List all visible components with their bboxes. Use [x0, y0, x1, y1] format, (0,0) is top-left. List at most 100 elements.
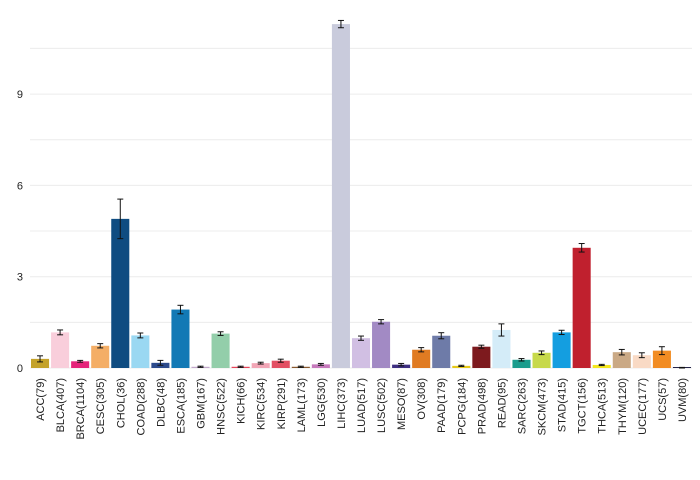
bar: [171, 309, 190, 368]
x-tick-label: SARC(263): [516, 378, 528, 434]
error-bar: [37, 355, 44, 363]
bar: [492, 329, 511, 368]
x-tick-label: STAD(415): [557, 378, 569, 432]
error-bar: [558, 329, 565, 336]
x-tick-label: PAAD(179): [436, 378, 448, 433]
error-bar: [197, 365, 204, 368]
x-tick-label: ACC(79): [35, 378, 47, 421]
bar: [572, 247, 591, 368]
x-tick-label: KICH(66): [236, 378, 248, 424]
x-tick-label: COAD(288): [135, 378, 147, 435]
x-tick-label: HNSC(522): [216, 378, 228, 435]
x-tick-label: PRAD(498): [476, 378, 488, 434]
bar: [652, 350, 671, 368]
bar: [632, 355, 651, 368]
x-tick-label: LUAD(517): [356, 378, 368, 433]
bar: [552, 332, 571, 368]
error-bar: [297, 365, 304, 368]
error-bar: [358, 335, 364, 341]
bar: [131, 335, 150, 368]
x-tick-label: CHOL(36): [115, 378, 127, 428]
y-tick-label: 9: [17, 89, 23, 101]
bar: [91, 345, 110, 368]
x-tick-label: LAML(173): [296, 378, 308, 432]
error-bar: [257, 361, 264, 365]
x-tick-label: KIRC(534): [256, 378, 268, 430]
x-tick-label: BLCA(407): [55, 378, 67, 432]
error-bar: [337, 19, 344, 29]
x-tick-label: READ(95): [496, 378, 508, 428]
x-tick-label: UCEC(177): [637, 378, 649, 435]
x-tick-label: UCS(57): [657, 378, 669, 421]
x-tick-label: LGG(530): [316, 378, 328, 427]
bar: [311, 364, 330, 368]
x-tick-label: THCA(513): [597, 378, 609, 434]
x-tick-label: OV(308): [416, 378, 428, 420]
error-bar: [438, 332, 445, 340]
error-bar: [237, 365, 244, 368]
bar: [111, 218, 130, 368]
error-bar: [177, 304, 184, 315]
error-bar: [157, 359, 164, 366]
error-bar: [117, 198, 124, 240]
y-axis-ticks: 0 3 6 9: [17, 89, 23, 375]
error-bar: [97, 343, 104, 349]
x-tick-label: TGCT(156): [577, 378, 589, 434]
error-bar: [57, 329, 64, 336]
error-bar: [458, 364, 465, 367]
bar: [331, 24, 350, 369]
y-tick-label: 6: [17, 180, 23, 192]
error-bar: [578, 243, 585, 253]
bar: [251, 363, 270, 368]
bars: [31, 24, 691, 369]
bar: [412, 349, 431, 368]
error-bar: [277, 358, 284, 363]
error-bar: [498, 323, 505, 337]
bar: [51, 332, 70, 368]
x-tick-label: SKCM(473): [537, 378, 549, 435]
x-tick-label: KIRP(291): [276, 378, 288, 429]
bar: [612, 352, 631, 368]
y-tick-label: 0: [17, 363, 23, 375]
x-tick-label: BRCA(1104): [75, 378, 87, 440]
error-bar: [678, 366, 685, 369]
bar: [372, 321, 391, 368]
error-bar: [317, 362, 324, 366]
error-bar: [398, 362, 405, 367]
x-axis-ticks: ACC(79) BLCA(407) BRCA(1104) CESC(305) CHOL(…: [35, 378, 689, 440]
error-bar: [217, 331, 224, 336]
error-bar: [598, 363, 605, 367]
x-tick-label: UVM(80): [677, 378, 689, 422]
error-bar: [77, 359, 84, 363]
x-tick-label: CESC(305): [95, 378, 107, 434]
x-tick-label: LUSC(502): [376, 378, 388, 433]
bar: [351, 338, 371, 368]
error-bar: [518, 358, 525, 362]
error-bars: [37, 19, 685, 369]
x-tick-label: PCPG(184): [456, 378, 468, 435]
bar: [472, 346, 491, 368]
x-tick-label: THYM(120): [617, 378, 629, 435]
y-tick-label: 3: [17, 272, 23, 284]
x-tick-label: ESCA(185): [175, 378, 187, 434]
x-tick-label: LIHC(373): [336, 378, 348, 429]
bar: [432, 335, 451, 368]
bar: [271, 360, 290, 368]
bar: [532, 352, 551, 368]
x-tick-label: MESO(87): [396, 378, 408, 430]
error-bar: [638, 352, 645, 359]
error-bar: [378, 319, 385, 325]
error-bar: [418, 347, 425, 353]
bar: [71, 361, 90, 368]
error-bar: [538, 350, 545, 356]
bar: [211, 333, 230, 368]
error-bar: [618, 348, 625, 356]
error-bar: [658, 346, 665, 356]
bar: [592, 364, 611, 368]
error-bar: [137, 332, 144, 339]
x-tick-label: DLBC(48): [155, 378, 167, 427]
grid-lines: [30, 47, 692, 369]
error-bar: [478, 344, 485, 349]
bar: [31, 358, 50, 368]
